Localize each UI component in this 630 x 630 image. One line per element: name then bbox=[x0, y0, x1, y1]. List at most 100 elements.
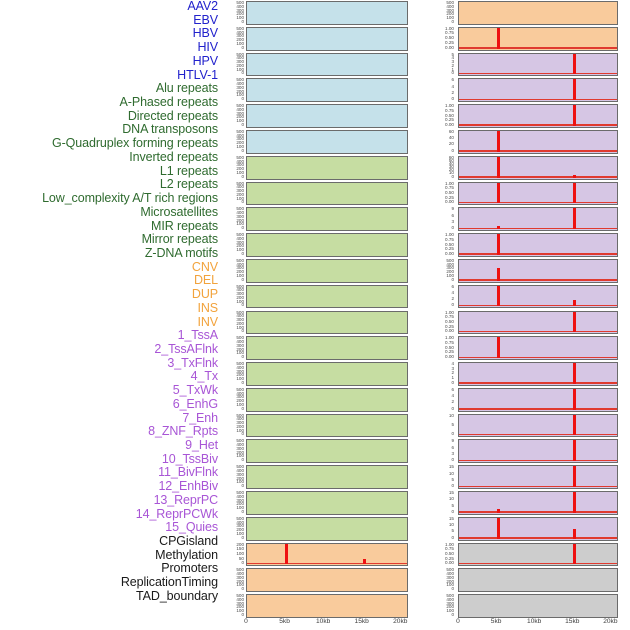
y-tick-label: 100 bbox=[236, 427, 244, 433]
x-tick-label: 20kb bbox=[393, 618, 408, 625]
track-panel bbox=[458, 491, 618, 515]
feature-label: Promoters bbox=[161, 561, 218, 576]
y-axis-ticks: 500 400 300 200 100 0 bbox=[432, 258, 455, 283]
track-panel bbox=[246, 207, 408, 232]
track-panel bbox=[246, 542, 408, 567]
y-tick-label: 15 bbox=[448, 490, 454, 495]
y-tick-label: 100 bbox=[236, 402, 244, 407]
track-panel bbox=[458, 104, 618, 128]
y-tick-label: 200 bbox=[236, 243, 244, 249]
y-tick-label: 100 bbox=[236, 376, 244, 382]
y-axis-ticks: 500 400 300 200 100 0 bbox=[222, 413, 245, 438]
y-tick-label: 0.75 bbox=[445, 546, 454, 552]
feature-label: 2_TssAFlnk bbox=[154, 341, 218, 356]
track-baseline bbox=[459, 47, 617, 49]
y-tick-label: 300 bbox=[236, 188, 244, 193]
y-tick-label: 400 bbox=[236, 158, 244, 164]
feature-label: HIV bbox=[197, 40, 218, 55]
data-spike bbox=[573, 388, 577, 410]
y-tick-label: 0 bbox=[241, 147, 244, 153]
y-tick-label: 0.25 bbox=[445, 555, 454, 561]
feature-label: DUP bbox=[191, 287, 218, 302]
feature-label: HPV bbox=[192, 53, 219, 68]
y-axis-ticks: 500 400 300 200 100 0 bbox=[222, 336, 245, 360]
y-tick-label: 300 bbox=[236, 575, 244, 580]
track-baseline bbox=[459, 253, 617, 255]
y-axis-ticks: 500 400 300 200 100 0 bbox=[222, 155, 245, 180]
y-tick-label: 200 bbox=[236, 475, 244, 481]
y-tick-label: 0 bbox=[241, 70, 244, 76]
y-tick-label: 400 bbox=[446, 597, 454, 602]
track-panel bbox=[458, 362, 618, 386]
y-tick-label: 0 bbox=[451, 302, 454, 308]
y-tick-label: 0 bbox=[241, 96, 244, 102]
y-tick-label: 300 bbox=[236, 214, 244, 219]
y-tick-label: 3 bbox=[451, 219, 454, 224]
y-tick-label: 0.25 bbox=[445, 117, 454, 123]
y-tick-label: 500 bbox=[236, 180, 244, 186]
y-tick-label: 0 bbox=[241, 534, 244, 540]
y-tick-label: 10 bbox=[448, 496, 454, 502]
y-tick-label: 0 bbox=[451, 276, 454, 282]
y-tick-label: 0 bbox=[241, 380, 244, 385]
track-panel bbox=[246, 155, 408, 180]
y-axis-ticks: 200 150 100 50 0 bbox=[222, 542, 245, 567]
data-spike bbox=[573, 182, 577, 204]
track-baseline bbox=[459, 433, 617, 436]
x-tick-label: 20kb bbox=[603, 618, 618, 625]
y-tick-label: 100 bbox=[236, 15, 244, 20]
y-tick-label: 300 bbox=[236, 471, 244, 477]
y-tick-label: 0.50 bbox=[445, 112, 454, 118]
track-panel bbox=[246, 516, 408, 541]
feature-label: 3_TxFlnk bbox=[167, 355, 218, 370]
y-tick-label: 0.25 bbox=[445, 323, 454, 329]
data-spike bbox=[496, 27, 500, 49]
y-tick-label: 200 bbox=[236, 217, 244, 223]
y-tick-label: 200 bbox=[446, 11, 454, 17]
y-tick-label: 0.50 bbox=[445, 35, 454, 41]
y-tick-label: 0 bbox=[241, 405, 244, 411]
feature-label: A-Phased repeats bbox=[119, 95, 219, 110]
track-panel bbox=[246, 310, 408, 335]
y-tick-label: 0.50 bbox=[445, 319, 454, 324]
track-panel bbox=[246, 362, 408, 386]
y-axis-ticks: 500 400 300 200 100 0 bbox=[222, 516, 245, 541]
y-tick-label: 200 bbox=[236, 166, 244, 171]
y-axis-ticks: 500 400 300 200 100 0 bbox=[222, 129, 245, 154]
feature-label: 5_TxWk bbox=[172, 383, 218, 398]
track-panel bbox=[246, 336, 408, 361]
track-baseline bbox=[459, 227, 617, 230]
y-tick-label: 0 bbox=[451, 173, 454, 179]
feature-label: AAV2 bbox=[187, 0, 218, 13]
y-tick-label: 400 bbox=[236, 519, 244, 525]
y-tick-label: 0.25 bbox=[445, 40, 454, 45]
y-tick-label: 9 bbox=[451, 438, 454, 444]
feature-label: Methylation bbox=[155, 547, 218, 562]
x-tick-label: 5kb bbox=[490, 618, 502, 625]
y-tick-label: 100 bbox=[446, 273, 454, 278]
track-panel bbox=[246, 284, 408, 309]
feature-label: 14_ReprPCWk bbox=[135, 506, 218, 521]
y-tick-label: 400 bbox=[236, 132, 244, 138]
y-tick-label: 6 bbox=[451, 212, 454, 218]
x-tick-label: 10kb bbox=[527, 618, 542, 625]
y-tick-label: 0 bbox=[241, 122, 244, 127]
y-tick-label: 0.75 bbox=[445, 108, 454, 113]
y-tick-label: 500 bbox=[236, 103, 244, 109]
y-tick-label: 15 bbox=[448, 464, 454, 470]
track-panel bbox=[458, 207, 618, 232]
y-tick-label: 100 bbox=[236, 144, 244, 149]
y-tick-label: 5 bbox=[451, 422, 454, 427]
y-tick-label: 500 bbox=[236, 438, 244, 444]
track-baseline bbox=[459, 511, 617, 513]
y-tick-label: 0 bbox=[451, 586, 454, 592]
y-tick-label: 5 bbox=[451, 528, 454, 534]
y-tick-label: 2 bbox=[451, 370, 454, 376]
y-tick-label: 0.50 bbox=[445, 344, 454, 350]
y-axis-ticks: 500 400 300 200 100 0 bbox=[432, 568, 455, 592]
y-tick-label: 200 bbox=[236, 604, 244, 610]
y-tick-label: 200 bbox=[236, 140, 244, 146]
y-tick-label: 500 bbox=[236, 51, 244, 57]
